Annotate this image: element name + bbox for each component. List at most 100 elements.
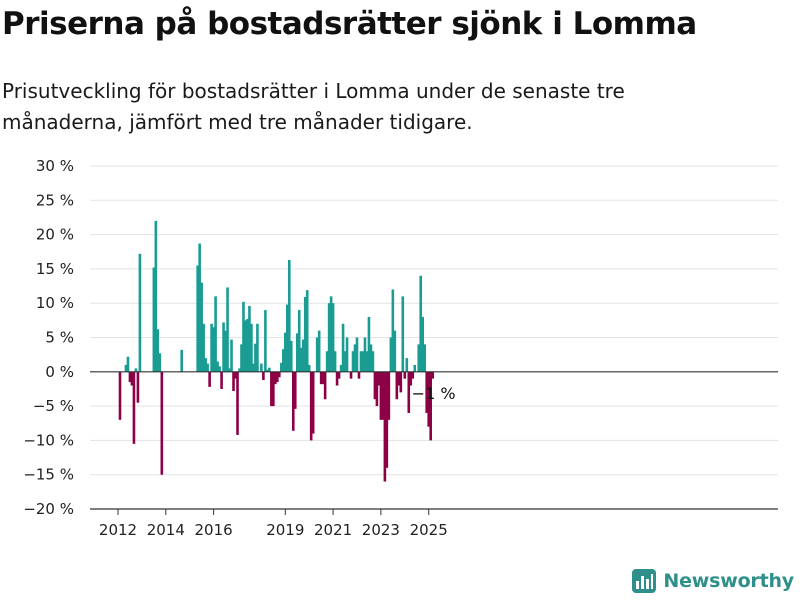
- x-tick-label: 2014: [147, 521, 185, 539]
- bar: [385, 371, 389, 468]
- bar: [152, 267, 156, 372]
- bar: [124, 364, 128, 372]
- bar: [351, 351, 355, 372]
- y-tick-label: −5 %: [33, 397, 74, 415]
- bar: [319, 371, 323, 385]
- bar: [228, 368, 231, 372]
- bar: [399, 371, 403, 393]
- bar: [363, 337, 367, 372]
- bar: [156, 329, 160, 372]
- bar: [268, 367, 271, 372]
- bar: [158, 353, 162, 372]
- bar: [387, 371, 391, 420]
- bar: [357, 371, 361, 379]
- bar: [136, 371, 140, 403]
- bar: [311, 371, 315, 434]
- bar: [282, 349, 285, 372]
- bar: [284, 332, 287, 372]
- bar: [130, 371, 134, 386]
- bar: [291, 371, 295, 431]
- bar: [327, 303, 331, 372]
- bar: [339, 364, 343, 372]
- bar: [377, 371, 381, 386]
- x-tick-label: 2019: [266, 521, 304, 539]
- bar: [411, 371, 415, 379]
- bar: [317, 330, 321, 372]
- bar: [369, 344, 373, 372]
- y-tick-label: 0 %: [45, 363, 74, 381]
- bar: [242, 301, 245, 372]
- bar: [353, 344, 357, 372]
- bar: [395, 371, 399, 400]
- bar: [270, 371, 273, 407]
- bar: [212, 327, 215, 372]
- chart-subtitle: Prisutveckling för bostadsrätter i Lomma…: [2, 79, 625, 134]
- bar: [218, 366, 221, 372]
- y-tick-label: 10 %: [36, 294, 74, 312]
- bar: [365, 351, 369, 372]
- bars: [118, 220, 434, 482]
- y-tick-label: −20 %: [23, 500, 74, 518]
- y-axis-ticks: 30 % 25 % 20 % 15 % 10 % 5 % 0 % −5 % −10 % −15 %…: [23, 157, 74, 518]
- bar: [361, 351, 365, 372]
- bar: [236, 371, 239, 435]
- bar: [299, 347, 303, 372]
- y-tick-label: 5 %: [45, 329, 74, 347]
- bar: [138, 253, 142, 372]
- bar: [309, 371, 313, 441]
- bar-chart-logo-icon: [632, 569, 657, 593]
- y-tick-label: −10 %: [23, 431, 74, 449]
- bar: [128, 371, 132, 383]
- bar: [421, 316, 425, 372]
- bar: [405, 358, 409, 372]
- bar: [383, 371, 387, 482]
- bar: [329, 296, 333, 372]
- bar: [403, 371, 407, 379]
- bar: [359, 351, 363, 372]
- bar: [289, 340, 293, 372]
- bar: [224, 330, 227, 372]
- bar: [274, 371, 277, 385]
- bar: [208, 371, 211, 387]
- bar: [367, 316, 371, 372]
- x-tick-label: 2025: [410, 521, 448, 539]
- bar: [226, 287, 229, 372]
- bar: [272, 371, 275, 407]
- bar: [349, 371, 353, 379]
- bar: [345, 337, 349, 372]
- bar: [303, 297, 307, 372]
- bar: [276, 371, 279, 383]
- bar: [204, 358, 207, 372]
- bar: [371, 351, 375, 372]
- bar: [325, 351, 329, 372]
- annotations: −1 %: [412, 384, 456, 403]
- brand-logo: Newsworthy: [632, 569, 794, 593]
- bar: [206, 363, 209, 372]
- bar: [240, 344, 243, 372]
- bar: [278, 371, 281, 378]
- bar: [214, 296, 217, 372]
- x-tick-label: 2021: [314, 521, 352, 539]
- bar: [407, 371, 411, 413]
- bar: [287, 259, 291, 372]
- bar: [301, 339, 305, 372]
- bar: [419, 275, 423, 372]
- x-tick-label: 2012: [99, 521, 137, 539]
- bar: [160, 371, 164, 475]
- bar: [323, 371, 327, 400]
- x-tick-label: 2016: [195, 521, 233, 539]
- x-tick-label: 2023: [362, 521, 400, 539]
- bar: [355, 337, 359, 372]
- bar: [132, 371, 136, 444]
- bar: [305, 290, 309, 372]
- zero-line: [90, 371, 778, 510]
- bar: [425, 371, 429, 413]
- bar: [264, 310, 267, 372]
- bar: [126, 356, 130, 372]
- bar: [202, 323, 205, 372]
- bar: [413, 364, 417, 372]
- bar: [154, 220, 158, 372]
- bar: [248, 305, 251, 372]
- bar: [409, 371, 413, 386]
- bar: [118, 371, 122, 420]
